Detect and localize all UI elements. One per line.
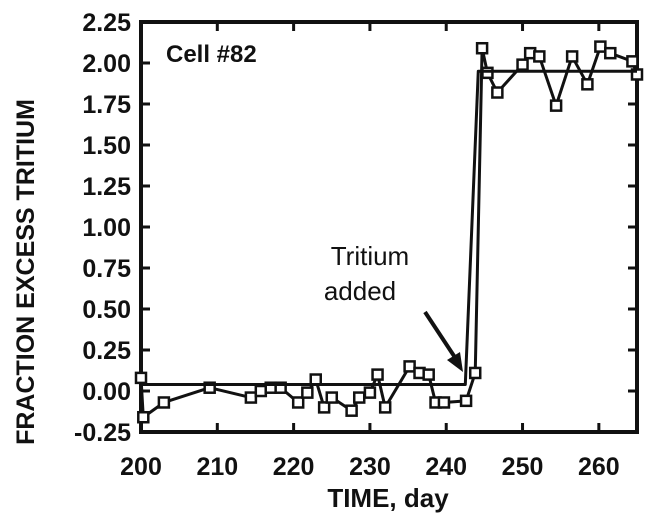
y-tick-label: 0.00: [82, 378, 131, 406]
y-tick-label: 0.25: [82, 337, 131, 365]
y-tick-label: 1.50: [82, 132, 131, 160]
data-point: [352, 391, 366, 404]
data-point: [244, 391, 258, 404]
data-point: [549, 99, 563, 112]
data-point: [594, 40, 607, 53]
data-line: [139, 45, 639, 419]
data-point: [325, 391, 339, 404]
annotation: Cell #82: [166, 41, 257, 68]
y-tick-label: 2.25: [82, 9, 131, 37]
y-tick-label: 1.25: [82, 173, 131, 201]
arrow-head: [447, 352, 463, 372]
data-point: [371, 368, 384, 381]
x-tick-label: 250: [502, 453, 544, 481]
y-axis-label: FRACTION EXCESS TRITIUM: [12, 99, 40, 445]
x-tick-label: 220: [273, 453, 315, 481]
data-point: [630, 68, 644, 81]
x-axis-label: TIME, day: [327, 483, 449, 513]
data-point: [345, 404, 358, 417]
data-point: [403, 360, 416, 373]
data-point: [157, 396, 171, 409]
data-point: [422, 368, 435, 381]
data-point: [378, 401, 392, 414]
data-point: [203, 381, 216, 394]
data-point: [468, 366, 482, 380]
y-tick-label: 1.75: [82, 91, 131, 119]
annotation: added: [324, 276, 396, 306]
data-point: [134, 371, 148, 385]
data-point: [459, 394, 473, 408]
data-line: [141, 69, 637, 386]
data-point: [475, 41, 489, 55]
data-point: [274, 381, 287, 394]
x-tick-label: 200: [120, 453, 162, 481]
y-tick-label: 1.00: [82, 214, 131, 242]
x-tick-label: 230: [349, 453, 391, 481]
y-tick-label: 0.75: [82, 255, 131, 283]
y-tick-label: 0.50: [82, 296, 131, 324]
annotation: Tritium: [331, 241, 409, 271]
data-point: [137, 410, 150, 424]
data-point: [301, 386, 314, 399]
data-point: [317, 401, 331, 414]
arrow: [423, 310, 460, 364]
data-point: [604, 46, 617, 60]
y-tick-label: 2.00: [82, 50, 131, 78]
data-point: [533, 50, 546, 63]
data-point: [254, 384, 268, 398]
data-point: [291, 396, 305, 409]
data-point: [363, 386, 377, 399]
data-point: [516, 58, 529, 71]
data-point: [565, 50, 579, 63]
x-tick-label: 240: [425, 453, 467, 481]
data-point: [581, 78, 594, 91]
data-point: [437, 396, 451, 409]
data-point: [491, 86, 504, 99]
x-tick-label: 210: [196, 453, 238, 481]
data-point: [626, 55, 639, 68]
data-point: [481, 66, 494, 80]
x-tick-label: 260: [578, 453, 620, 481]
y-tick-label: -0.25: [74, 419, 131, 447]
